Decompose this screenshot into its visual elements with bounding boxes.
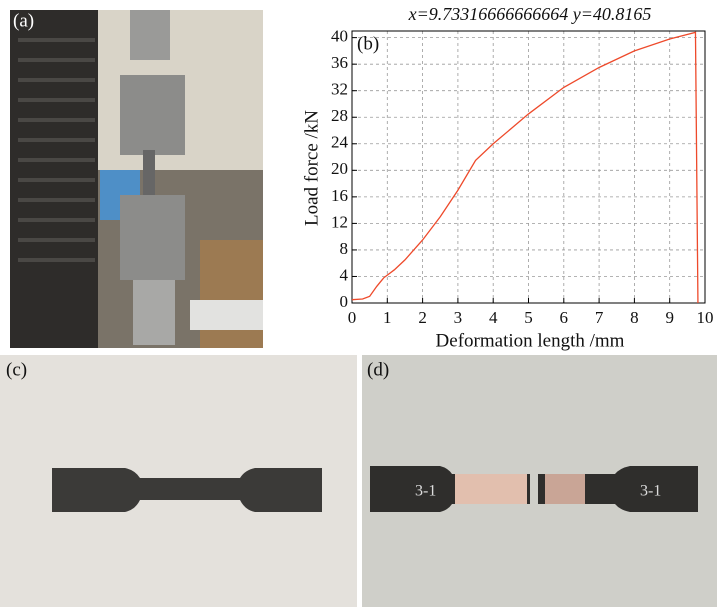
x-tick-label: 5 [524, 308, 533, 327]
y-tick-label: 12 [331, 212, 348, 231]
x-tick-label: 4 [489, 308, 498, 327]
specimen-mark: 3-1 [640, 483, 661, 500]
y-tick-label: 36 [331, 53, 348, 72]
x-tick-label: 9 [665, 308, 674, 327]
y-axis-title: Load force /kN [301, 110, 322, 226]
annotation: x=9.73316666666664 y=40.8165 [408, 4, 652, 24]
panel-label: (c) [6, 359, 27, 380]
y-tick-label: 0 [340, 292, 349, 311]
photo-d [362, 355, 717, 607]
panel-label: (b) [357, 33, 379, 54]
figure: (a) (c) 3-1 3-1 (d) x=9.73316666666664 y… [0, 0, 717, 607]
y-tick-label: 32 [331, 80, 348, 99]
y-tick-label: 16 [331, 186, 348, 205]
panel-label: (d) [367, 359, 389, 380]
x-tick-label: 7 [595, 308, 604, 327]
specimen-mark: 3-1 [415, 483, 436, 500]
y-tick-label: 28 [331, 106, 348, 125]
y-tick-label: 20 [331, 159, 348, 178]
x-tick-label: 3 [454, 308, 463, 327]
x-tick-label: 8 [630, 308, 639, 327]
x-tick-label: 2 [418, 308, 427, 327]
x-tick-label: 1 [383, 308, 392, 327]
y-tick-label: 8 [340, 239, 349, 258]
x-tick-label: 0 [348, 308, 357, 327]
panel-label: (a) [13, 10, 34, 31]
y-tick-label: 4 [340, 265, 349, 284]
photo-c [0, 355, 357, 607]
plot-area [352, 31, 705, 303]
y-tick-label: 40 [331, 27, 348, 46]
y-tick-label: 24 [331, 133, 349, 152]
x-tick-label: 10 [697, 308, 714, 327]
x-axis-title: Deformation length /mm [436, 330, 625, 351]
photo-a [10, 10, 263, 348]
x-tick-label: 6 [560, 308, 569, 327]
